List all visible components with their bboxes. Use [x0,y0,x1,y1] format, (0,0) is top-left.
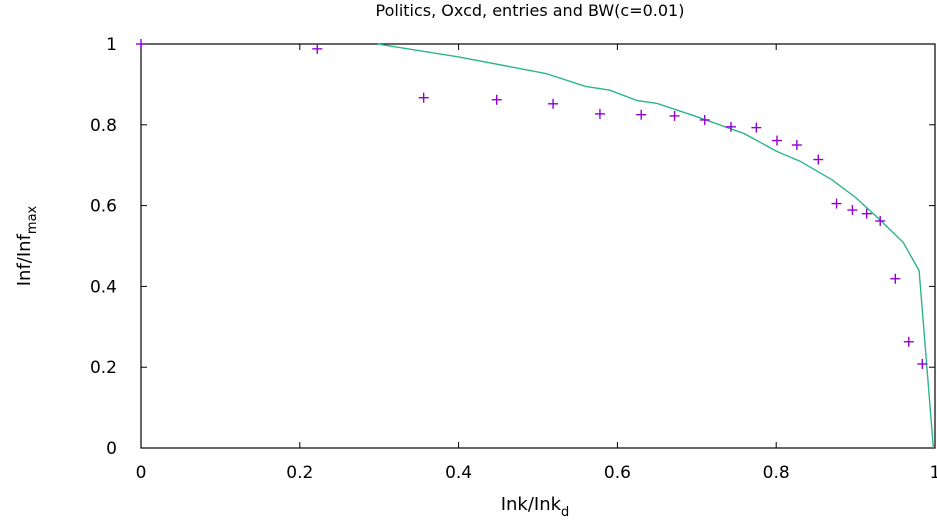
x-axis-label-main: Ink/Ink [501,494,562,515]
data-point [699,114,710,125]
data-point [813,154,824,165]
series-layer [136,39,935,449]
y-tick-label: 0 [106,439,117,459]
data-point [312,43,323,54]
data-point [669,110,680,121]
data-point [594,108,605,119]
y-axis: 0 0.2 0.4 0.6 0.8 1 [90,35,935,459]
x-axis-label-subscript: d [561,505,569,520]
series-line [377,43,935,449]
data-point [725,121,736,132]
y-tick-label: 0.6 [90,197,117,217]
x-tick-label: 1 [930,463,937,483]
data-point [491,94,502,105]
data-point [861,208,872,219]
data-point [890,273,901,284]
y-tick-label: 0.8 [90,116,117,136]
x-tick-label: 0.2 [286,463,313,483]
chart-title: Politics, Oxcd, entries and BW(c=0.01) [376,1,685,20]
data-point [903,336,914,347]
data-point [791,140,802,150]
data-point [136,39,146,49]
x-axis: 0 0.2 0.4 0.6 0.8 1 [136,44,937,483]
data-point [418,92,429,103]
y-axis-label-subscript: max [25,205,40,234]
x-tick-label: 0.6 [604,463,631,483]
y-tick-label: 1 [106,35,117,55]
data-point [771,135,782,146]
x-tick-label: 0 [136,463,147,483]
data-point [636,109,647,120]
data-point [847,205,858,216]
y-axis-label-main: Inf/Inf [14,233,35,286]
x-axis-label: Ink/Inkd [501,494,570,520]
y-tick-label: 0.2 [90,358,117,378]
data-point [917,358,928,369]
data-point [875,215,886,226]
y-axis-label: Inf/Infmax [14,205,40,286]
x-tick-label: 0.8 [763,463,790,483]
data-point [751,122,762,133]
y-tick-label: 0.4 [90,277,117,297]
data-point [831,198,842,209]
plot-frame [140,43,936,449]
x-tick-label: 0.4 [445,463,472,483]
data-point [548,98,559,109]
